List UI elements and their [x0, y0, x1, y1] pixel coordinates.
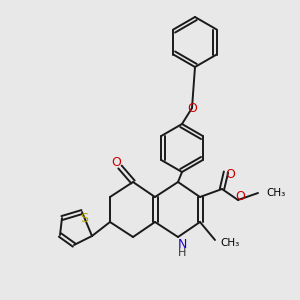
Text: O: O	[225, 169, 235, 182]
Text: O: O	[111, 157, 121, 169]
Text: CH₃: CH₃	[220, 238, 239, 248]
Text: O: O	[235, 190, 245, 202]
Text: CH₃: CH₃	[266, 188, 285, 198]
Text: H: H	[178, 248, 186, 258]
Text: S: S	[80, 212, 88, 224]
Text: N: N	[177, 238, 187, 250]
Text: O: O	[187, 101, 197, 115]
